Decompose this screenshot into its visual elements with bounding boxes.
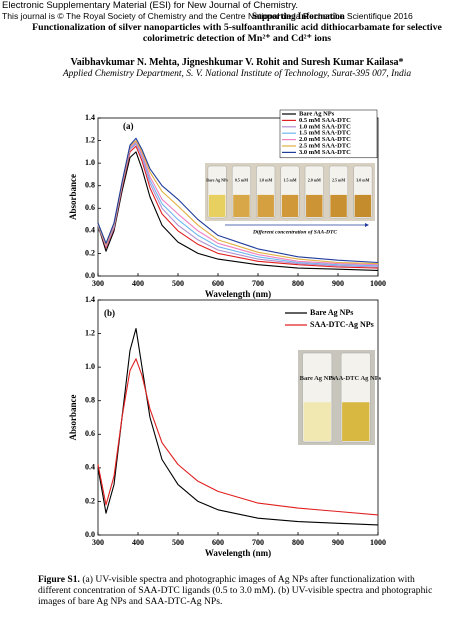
- x-tick-label: 400: [132, 279, 144, 288]
- spectrum-line: [97, 151, 379, 271]
- vial-liquid: [281, 194, 299, 217]
- legend-label: Bare Ag NPs: [299, 110, 335, 117]
- x-tick-label: 1000: [370, 279, 386, 288]
- legend-label: 3.0 mM SAA-DTC: [299, 149, 351, 156]
- x-axis-title: Wavelength (nm): [205, 289, 271, 299]
- vial-liquid: [233, 194, 250, 217]
- legend-label: SAA-DTC-Ag NPs: [310, 320, 374, 329]
- y-tick-label: 0.0: [85, 271, 95, 280]
- vial-liquid: [354, 194, 372, 217]
- y-tick-label: 0.8: [85, 181, 95, 190]
- x-axis-title: Wavelength (nm): [205, 548, 271, 558]
- x-tick-label: 600: [212, 279, 224, 288]
- x-tick-label: 500: [172, 279, 184, 288]
- x-tick-label: 700: [252, 538, 264, 547]
- spectrum-line: [97, 358, 379, 516]
- y-tick-label: 0.8: [85, 396, 95, 405]
- inset-arrowhead: [365, 223, 369, 227]
- y-tick-label: 1.0: [85, 362, 95, 371]
- vial-label: 1.0 mM: [259, 177, 272, 182]
- legend-label: 1.5 mM SAA-DTC: [299, 130, 351, 137]
- panel-label: (a): [123, 121, 134, 131]
- vial-label: 2.0 mM: [308, 177, 321, 182]
- y-tick-label: 1.4: [85, 113, 95, 122]
- vial-label: 1.5 mM: [283, 177, 296, 182]
- y-tick-label: 1.2: [85, 328, 95, 337]
- vial-label: 0.5 mM: [235, 177, 248, 182]
- plot-frame: [97, 299, 379, 536]
- legend-label: 2.0 mM SAA-DTC: [299, 136, 351, 143]
- plot-frame: [97, 117, 379, 277]
- y-tick-label: 1.4: [85, 295, 95, 304]
- vial-label: 3.0 mM: [356, 177, 369, 182]
- affiliation: Applied Chemistry Department, S. V. Nati…: [62, 69, 412, 79]
- figure-caption: Figure S1. (a) UV-visible spectra and ph…: [38, 574, 443, 607]
- caption-label: Figure S1.: [38, 574, 80, 585]
- esi-header: Electronic Supplementary Material (ESI) …: [2, 0, 299, 11]
- vial-liquid: [208, 194, 226, 217]
- vial-label: SAA-DTC Ag NPs: [330, 375, 381, 382]
- vial-label: Bare Ag NPs: [300, 375, 336, 382]
- inset-caption: Different concentration of SAA-DTC: [252, 229, 337, 235]
- x-tick-label: 900: [332, 538, 344, 547]
- spectrum-line: [97, 137, 379, 264]
- y-axis-title: Absorbance: [68, 174, 78, 220]
- x-tick-label: 1000: [370, 538, 386, 547]
- x-tick-label: 500: [172, 538, 184, 547]
- y-axis-title: Absorbance: [68, 394, 78, 440]
- legend-box: [279, 109, 378, 159]
- y-tick-label: 1.0: [85, 158, 95, 167]
- y-tick-label: 0.6: [85, 429, 95, 438]
- supporting-info: Supporting Information: [252, 11, 345, 21]
- y-tick-label: 1.2: [85, 135, 95, 144]
- y-tick-label: 0.2: [85, 496, 95, 505]
- panel-label: (b): [104, 308, 115, 318]
- legend-label: 2.5 mM SAA-DTC: [299, 142, 351, 149]
- x-tick-label: 300: [92, 279, 104, 288]
- x-tick-label: 400: [132, 538, 144, 547]
- y-tick-label: 0.6: [85, 203, 95, 212]
- x-tick-label: 900: [332, 279, 344, 288]
- paper-title: Functionalization of silver nanoparticle…: [32, 22, 442, 44]
- legend-label: Bare Ag NPs: [310, 308, 353, 317]
- journal-header: This journal is © The Royal Society of C…: [2, 11, 413, 21]
- x-tick-label: 700: [252, 279, 264, 288]
- vial-liquid: [257, 194, 274, 217]
- legend-label: 0.5 mM SAA-DTC: [299, 117, 351, 124]
- y-tick-label: 0.0: [85, 530, 95, 539]
- x-tick-label: 600: [212, 538, 224, 547]
- y-tick-label: 0.4: [85, 226, 95, 235]
- legend-label: 1.0 mM SAA-DTC: [299, 123, 351, 130]
- vial-liquid: [303, 402, 331, 441]
- vial-label: Bare Ag NPs: [206, 177, 228, 182]
- vial-liquid: [306, 194, 323, 217]
- vial-liquid: [342, 402, 370, 441]
- x-tick-label: 300: [92, 538, 104, 547]
- x-tick-label: 800: [292, 279, 304, 288]
- vial-liquid: [330, 194, 347, 217]
- spectrum-line: [97, 327, 379, 526]
- caption-text: (a) UV-visible spectra and photographic …: [38, 574, 433, 607]
- y-tick-label: 0.2: [85, 248, 95, 257]
- y-tick-label: 0.4: [85, 463, 95, 472]
- authors: Vaibhavkumar N. Mehta, Jigneshkumar V. R…: [70, 57, 404, 68]
- vial-label: 2.5 mM: [332, 177, 345, 182]
- x-tick-label: 800: [292, 538, 304, 547]
